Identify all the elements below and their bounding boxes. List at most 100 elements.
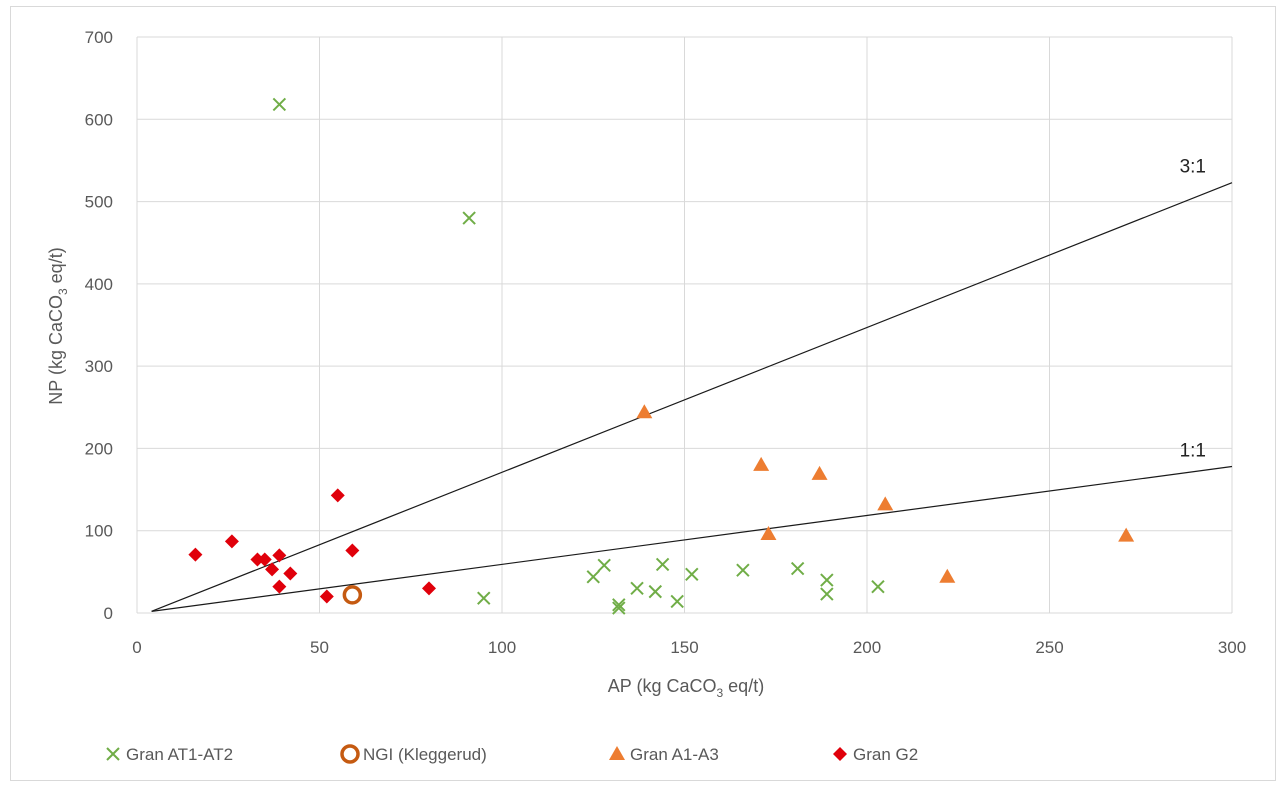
point-series-1-2 bbox=[462, 211, 476, 225]
point-series-3-4 bbox=[811, 465, 828, 480]
y-tick-label-100: 100 bbox=[85, 522, 113, 541]
series-2 bbox=[342, 585, 363, 605]
point-series-1-3-stroke-b bbox=[477, 591, 491, 605]
point-series-1-6 bbox=[612, 598, 626, 612]
series-3 bbox=[636, 404, 1135, 583]
legend-label-4: Gran G2 bbox=[853, 745, 918, 764]
y-tick-label-600: 600 bbox=[85, 110, 113, 129]
point-series-1-12-stroke-b bbox=[685, 567, 699, 582]
grid-lines bbox=[136, 36, 1233, 614]
y-tick-label-700: 700 bbox=[85, 28, 113, 47]
x-tick-label-300: 300 bbox=[1218, 638, 1246, 657]
x-tick-label-250: 250 bbox=[1035, 638, 1063, 657]
point-series-4-8 bbox=[283, 566, 298, 581]
tick-labels: 0 100 200 300 400 500 600 700 0 50 100 150 200 250 300 bbox=[85, 28, 1247, 657]
x-tick-label-200: 200 bbox=[853, 638, 881, 657]
point-series-4-3 bbox=[250, 552, 265, 567]
x-axis-title-tail: eq/t) bbox=[723, 676, 764, 696]
point-series-3-7 bbox=[1118, 527, 1135, 542]
point-series-3-1 bbox=[636, 404, 653, 419]
point-series-4-12 bbox=[422, 581, 436, 596]
point-series-1-10-stroke-b bbox=[655, 557, 670, 572]
legend-marker-2 bbox=[340, 744, 360, 764]
point-series-1-16-stroke-b bbox=[820, 587, 834, 601]
point-series-1-9-stroke-b bbox=[648, 584, 663, 599]
point-series-1-12 bbox=[685, 567, 699, 582]
point-series-1-11 bbox=[670, 594, 684, 609]
point-series-1-14-stroke-b bbox=[790, 561, 805, 576]
point-series-1-8-stroke-b bbox=[630, 581, 644, 596]
y-tick-label-300: 300 bbox=[85, 357, 113, 376]
legend-label-3: Gran A1-A3 bbox=[630, 745, 719, 764]
legend-marker-4 bbox=[833, 747, 847, 761]
point-series-4-6 bbox=[272, 548, 287, 563]
point-series-1-11-stroke-b bbox=[670, 594, 684, 609]
x-axis-title-main: AP (kg CaCO bbox=[608, 676, 717, 696]
point-series-1-15 bbox=[820, 573, 834, 587]
point-series-3-3 bbox=[760, 526, 777, 541]
x-tick-label-50: 50 bbox=[310, 638, 329, 657]
reference-line-label-1: 3:1 bbox=[1180, 157, 1206, 178]
point-series-1-5 bbox=[597, 558, 611, 572]
x-axis-title-sub: 3 bbox=[716, 686, 723, 700]
point-series-1-9 bbox=[648, 584, 663, 599]
point-series-3-5 bbox=[877, 496, 894, 511]
y-tick-label-200: 200 bbox=[85, 439, 113, 458]
y-tick-label-0: 0 bbox=[104, 604, 113, 623]
reference-line-2 bbox=[151, 465, 1233, 612]
legend-label-2: NGI (Kleggerud) bbox=[363, 745, 487, 764]
legend-marker-1-stroke-b bbox=[106, 747, 120, 761]
point-series-4-10 bbox=[330, 488, 345, 503]
point-series-3-6 bbox=[939, 568, 956, 583]
point-series-1-2-stroke-b bbox=[462, 211, 476, 225]
x-tick-label-0: 0 bbox=[132, 638, 141, 657]
legend-marker-1 bbox=[106, 747, 120, 761]
point-series-1-1-stroke-b bbox=[272, 97, 287, 112]
y-axis-title-main: NP (kg CaCO bbox=[46, 295, 66, 405]
legend-marker-3 bbox=[609, 746, 625, 760]
chart-frame bbox=[10, 6, 1276, 781]
reference-line-label-2: 1:1 bbox=[1180, 441, 1206, 462]
point-series-1-7-stroke-b bbox=[612, 601, 626, 615]
y-tick-label-400: 400 bbox=[85, 275, 113, 294]
point-series-1-17 bbox=[871, 579, 885, 594]
legend: Gran AT1-AT2 NGI (Kleggerud) Gran A1-A3 Gra… bbox=[106, 744, 918, 764]
legend-label-1: Gran AT1-AT2 bbox=[126, 745, 233, 764]
point-series-1-7 bbox=[612, 601, 626, 615]
point-series-1-13-stroke-b bbox=[736, 563, 750, 577]
reference-lines: 3:1 1:1 bbox=[151, 157, 1233, 612]
point-series-4-9 bbox=[319, 589, 334, 604]
point-series-4-7 bbox=[272, 579, 287, 594]
point-series-1-1 bbox=[272, 97, 287, 112]
point-series-1-16 bbox=[820, 587, 834, 601]
series-1 bbox=[272, 97, 885, 615]
point-series-1-4 bbox=[586, 570, 600, 584]
point-series-4-1 bbox=[188, 547, 203, 562]
point-series-1-10 bbox=[655, 557, 670, 572]
point-series-1-14 bbox=[790, 561, 805, 576]
y-axis-title: NP (kg CaCO3 eq/t) bbox=[46, 247, 70, 404]
point-series-1-3 bbox=[477, 591, 491, 605]
x-tick-label-150: 150 bbox=[670, 638, 698, 657]
point-series-1-13 bbox=[736, 563, 750, 577]
point-series-2-1 bbox=[342, 585, 363, 605]
point-series-1-5-stroke-b bbox=[597, 558, 611, 572]
point-series-4-4 bbox=[257, 552, 272, 567]
x-tick-label-100: 100 bbox=[488, 638, 516, 657]
point-series-4-5 bbox=[265, 562, 280, 577]
y-axis-title-tail: eq/t) bbox=[46, 247, 66, 288]
reference-line-1 bbox=[151, 182, 1233, 612]
point-series-1-17-stroke-b bbox=[871, 579, 885, 594]
y-tick-label-500: 500 bbox=[85, 193, 113, 212]
point-series-4-11 bbox=[345, 543, 360, 558]
point-series-1-15-stroke-b bbox=[820, 573, 834, 587]
series-4 bbox=[188, 488, 436, 604]
point-series-1-4-stroke-b bbox=[586, 570, 600, 584]
x-axis-title: AP (kg CaCO3 eq/t) bbox=[608, 676, 764, 700]
y-axis-title-sub: 3 bbox=[56, 288, 70, 295]
point-series-1-8 bbox=[630, 581, 644, 596]
point-series-3-2 bbox=[753, 456, 770, 471]
data-points bbox=[188, 97, 1135, 615]
point-series-1-6-stroke-b bbox=[612, 598, 626, 612]
